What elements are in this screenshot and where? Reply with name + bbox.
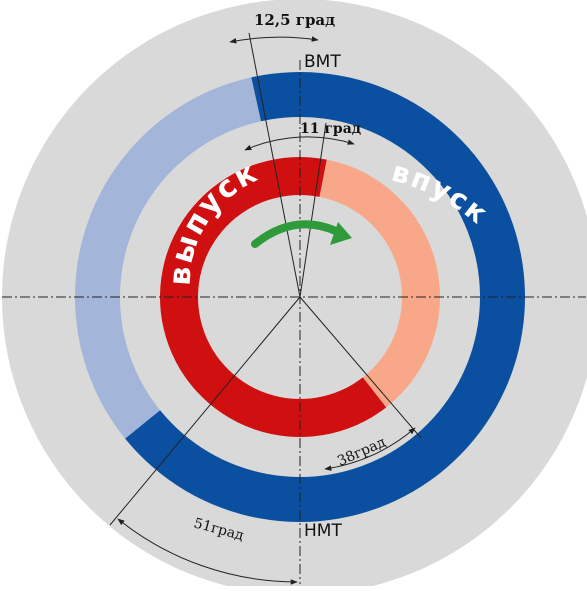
exhaust-ring-dark-arc [160,157,387,437]
intake-ring [74,72,525,523]
bdc-right-ray [299,296,422,439]
axis-lines [2,32,586,584]
angle-label-top-inner: 11 град [300,121,361,137]
dimension-arcs [117,36,416,585]
tdc-inner-ray [299,122,327,298]
intake-ring-light-arc [74,77,262,439]
dim-arc-bottom-right [324,427,416,471]
exhaust-ring [160,157,440,437]
nmt-label: НМТ [304,521,342,541]
intake-ring-dark-arc [125,72,525,523]
tdc-outer-ray [248,32,301,298]
dim-arc-bottom-left [117,518,298,585]
dim-arc-top-outer [229,36,319,44]
bmt-label: ВМТ [304,52,341,72]
bdc-left-ray [109,296,301,526]
dim-arc-top-inner [244,136,355,151]
rotation-arrow-icon [251,220,352,248]
exhaust-ring-light-arc [319,159,440,408]
angle-label-top-outer: 12,5 град [254,11,335,29]
